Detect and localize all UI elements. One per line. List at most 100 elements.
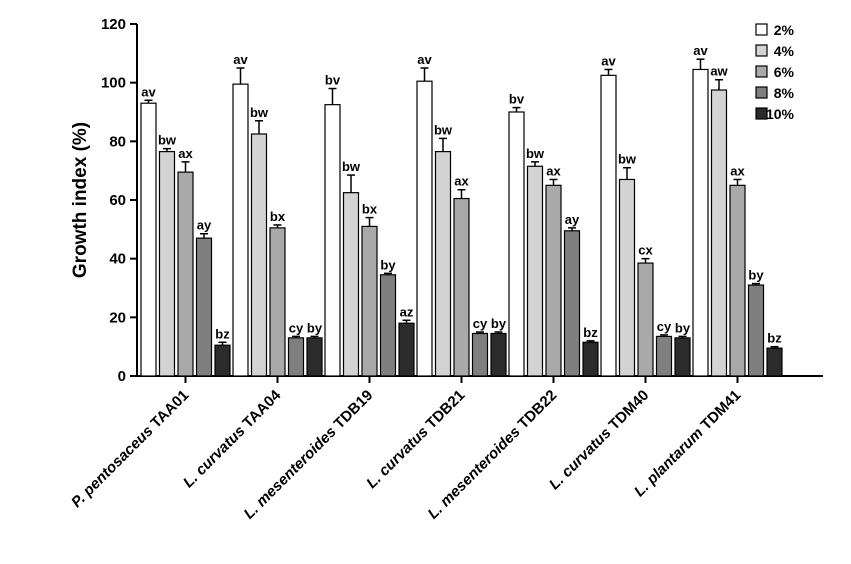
bar: [563, 230, 581, 377]
bar-significance-label: ax: [178, 146, 193, 161]
bar: [729, 184, 746, 377]
bar-significance-label: av: [417, 52, 432, 67]
bar: [637, 262, 654, 377]
bars: [140, 58, 783, 377]
bar-significance-label: by: [675, 320, 691, 335]
bar: [545, 184, 562, 377]
bar-significance-label: by: [748, 268, 764, 283]
bar: [766, 347, 783, 377]
bar-significance-label: ax: [546, 163, 561, 178]
x-category-strain: TDB22: [515, 387, 561, 433]
bar-significance-label: ay: [197, 218, 212, 233]
bar-significance-label: ax: [730, 163, 745, 178]
bar-significance-label: cy: [289, 320, 304, 335]
bar: [747, 284, 765, 377]
bar: [453, 197, 470, 377]
bar: [434, 151, 452, 377]
bar: [710, 89, 728, 377]
bar: [508, 111, 525, 377]
legend-swatch: [755, 44, 768, 57]
x-category-species: P. pentosaceus: [68, 420, 159, 511]
bar-significance-label: av: [233, 52, 248, 67]
x-category-strain: TAA01: [147, 387, 192, 432]
legend-label: 8%: [774, 85, 795, 101]
bar: [582, 341, 599, 377]
bar: [692, 68, 709, 377]
x-category-strain: TAA04: [239, 386, 284, 431]
bar-significance-label: bw: [158, 133, 177, 148]
legend-label: 4%: [774, 43, 795, 59]
bar-significance-label: bw: [618, 152, 637, 167]
y-tick-label: 0: [118, 368, 126, 385]
bar: [269, 227, 286, 377]
bar: [416, 80, 433, 377]
bar-significance-label: by: [491, 316, 507, 331]
x-category-label: L. curvatus TAA04: [180, 386, 285, 491]
bar: [655, 335, 673, 377]
bar: [342, 192, 360, 377]
x-category-species: L. mesenteroides: [425, 420, 527, 522]
bar: [471, 332, 489, 377]
bar: [140, 102, 157, 377]
y-tick-label: 40: [109, 251, 126, 268]
legend-swatch: [755, 86, 768, 99]
y-axis-label: Growth index (%): [70, 122, 91, 278]
legend-swatch: [755, 107, 768, 120]
bar: [214, 344, 231, 377]
bar-significance-label: bz: [215, 326, 230, 341]
legend-label: 6%: [774, 64, 795, 80]
legend: 2% 4% 6% 8% 10%: [755, 22, 795, 122]
bar-significance-label: bx: [270, 209, 286, 224]
bar-significance-label: cx: [638, 243, 653, 258]
bar-significance-label: az: [400, 304, 414, 319]
bar-significance-label: bv: [509, 92, 525, 107]
bar: [158, 151, 176, 377]
bar-significance-label: bz: [583, 325, 598, 340]
bar-significance-label: bw: [342, 159, 361, 174]
x-category-species: L. curvatus: [363, 420, 435, 492]
x-category-species: L. plantarum: [631, 422, 710, 501]
bar-significance-label: cy: [657, 319, 672, 334]
bar-significance-label: by: [380, 257, 396, 272]
x-category-label: L. curvatus TDM40: [546, 387, 652, 493]
legend-label: 2%: [774, 22, 795, 38]
y-tick-label: 100: [101, 75, 126, 92]
bar-significance-label: by: [307, 320, 323, 335]
bar-significance-label: av: [693, 43, 708, 58]
bar: [195, 237, 213, 377]
y-tick-label: 80: [109, 133, 126, 150]
bar-significance-label: bw: [526, 146, 545, 161]
x-category-label: L. plantarum TDM41: [631, 387, 744, 500]
bar: [324, 104, 341, 377]
x-category-strain: TDB19: [331, 387, 377, 433]
bar-significance-label: bw: [434, 122, 453, 137]
y-tick-label: 120: [101, 16, 126, 33]
bar: [674, 337, 691, 377]
bar-significance-label: ay: [565, 212, 580, 227]
bar-significance-label: ax: [454, 174, 469, 189]
bar-significance-label: bx: [362, 202, 378, 217]
bar: [398, 322, 415, 377]
legend-label: 10%: [766, 106, 795, 122]
bar: [177, 171, 194, 377]
bar-significance-label: bz: [767, 331, 782, 346]
x-category-species: L. curvatus: [180, 420, 252, 492]
legend-swatch: [755, 23, 768, 36]
bar: [232, 83, 249, 377]
bar: [600, 74, 617, 377]
x-category-species: L. mesenteroides: [241, 420, 343, 522]
x-category-label: P. pentosaceus TAA01: [68, 387, 192, 511]
x-category-strain: TDM40: [606, 387, 653, 434]
bar: [526, 165, 544, 377]
x-category-strain: TDB21: [423, 387, 469, 433]
bar: [287, 337, 305, 377]
bar: [379, 274, 397, 377]
x-category-label: L. curvatus TDB21: [363, 387, 468, 492]
bar: [361, 225, 378, 377]
bar-significance-label: bw: [250, 105, 269, 120]
bar: [618, 178, 636, 377]
bar-significance-label: av: [141, 84, 156, 99]
y-tick-label: 60: [109, 192, 126, 209]
